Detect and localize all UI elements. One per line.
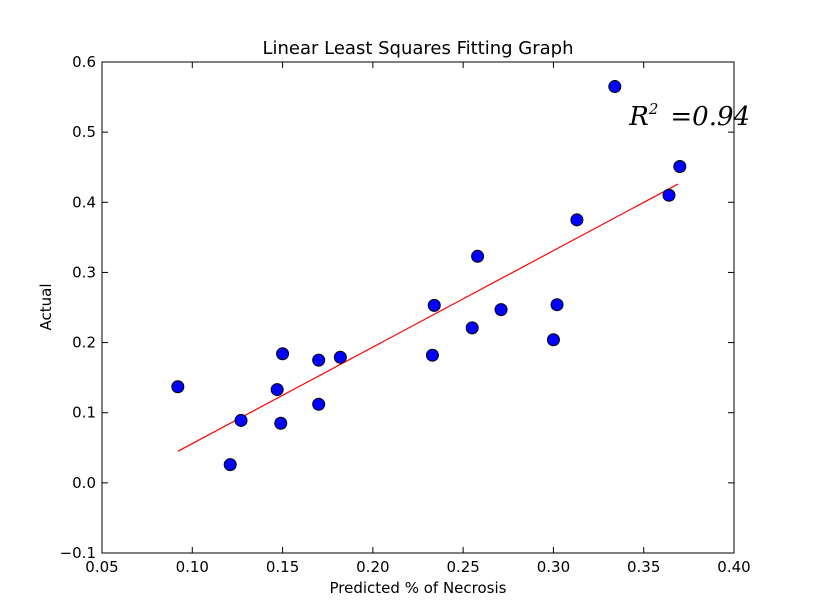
plot-background: [102, 62, 734, 553]
x-tick-labels: 0.05 0.10 0.15 0.20 0.25 0.30 0.35 0.40: [85, 558, 750, 576]
data-point: [550, 298, 564, 312]
x-tick-label: 0.35: [627, 558, 660, 576]
x-tick-label: 0.40: [717, 558, 750, 576]
y-axis-label: Actual: [37, 284, 55, 331]
r-squared-exponent: 2: [648, 100, 659, 118]
x-tick-label: 0.20: [356, 558, 389, 576]
data-point: [570, 213, 584, 227]
y-tick-label: 0.4: [72, 193, 96, 211]
data-point: [427, 298, 441, 312]
r-squared-annotation: R2 =0.94: [628, 100, 750, 132]
data-point: [223, 458, 237, 472]
r-squared-value: =0.94: [670, 102, 750, 132]
data-point: [312, 353, 326, 367]
x-tick-label: 0.15: [266, 558, 299, 576]
data-point: [312, 397, 326, 411]
chart-title: Linear Least Squares Fitting Graph: [262, 38, 573, 59]
y-tick-label: 0.1: [72, 404, 96, 422]
scatter-points: [171, 80, 687, 472]
y-tick-label: −0.1: [60, 544, 96, 562]
y-tick-label: 0.3: [72, 263, 96, 281]
y-tick-label: 0.6: [72, 53, 96, 71]
x-axis-label: Predicted % of Necrosis: [330, 579, 507, 597]
y-tick-labels: −0.1 0.0 0.1 0.2 0.3 0.4 0.5 0.6: [60, 53, 96, 562]
data-point: [274, 416, 288, 430]
data-point: [425, 348, 439, 362]
data-point: [276, 347, 290, 361]
data-point: [234, 413, 248, 427]
x-tick-label: 0.30: [537, 558, 570, 576]
data-point: [494, 303, 508, 317]
data-point: [471, 249, 485, 263]
r-squared-var: R: [628, 102, 649, 132]
y-tick-label: 0.2: [72, 334, 96, 352]
plot-frame: [101, 61, 735, 554]
data-point: [608, 80, 622, 94]
x-tick-label: 0.05: [85, 558, 118, 576]
data-point: [465, 321, 479, 335]
x-tick-label: 0.10: [176, 558, 209, 576]
data-point: [673, 160, 687, 174]
data-point: [270, 383, 284, 397]
y-tick-label: 0.0: [72, 474, 96, 492]
y-tick-label: 0.5: [72, 123, 96, 141]
data-point: [662, 188, 676, 202]
data-point: [171, 380, 185, 394]
data-point: [333, 350, 347, 364]
fit-line: [177, 183, 679, 452]
x-tick-label: 0.25: [446, 558, 479, 576]
data-point: [546, 333, 560, 347]
